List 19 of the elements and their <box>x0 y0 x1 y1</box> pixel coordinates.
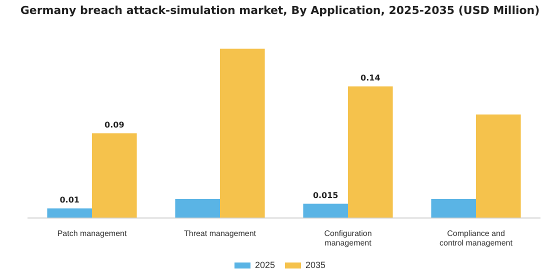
bar <box>92 133 137 218</box>
bar <box>348 86 393 218</box>
bar <box>220 48 265 218</box>
bar <box>303 204 348 218</box>
x-tick-label: Patch management <box>57 228 128 238</box>
data-label: 0.015 <box>312 190 339 200</box>
data-label: 0.14 <box>360 73 381 82</box>
legend-label: 2035 <box>306 260 326 270</box>
x-tick-label: Compliance and control management <box>440 228 514 248</box>
bar <box>47 208 92 218</box>
bar <box>175 199 220 218</box>
bar <box>431 199 476 218</box>
chart-title: Germany breach attack-simulation market, By Application, 2025-2035 (USD Million) <box>19 3 541 19</box>
x-tick-label: Configuration management <box>324 228 372 248</box>
data-label: 0.09 <box>104 120 125 130</box>
legend-label: 2025 <box>254 260 276 270</box>
data-label: 0.01 <box>60 195 80 204</box>
bar <box>476 114 521 218</box>
x-tick-label: Threat management <box>184 228 257 238</box>
